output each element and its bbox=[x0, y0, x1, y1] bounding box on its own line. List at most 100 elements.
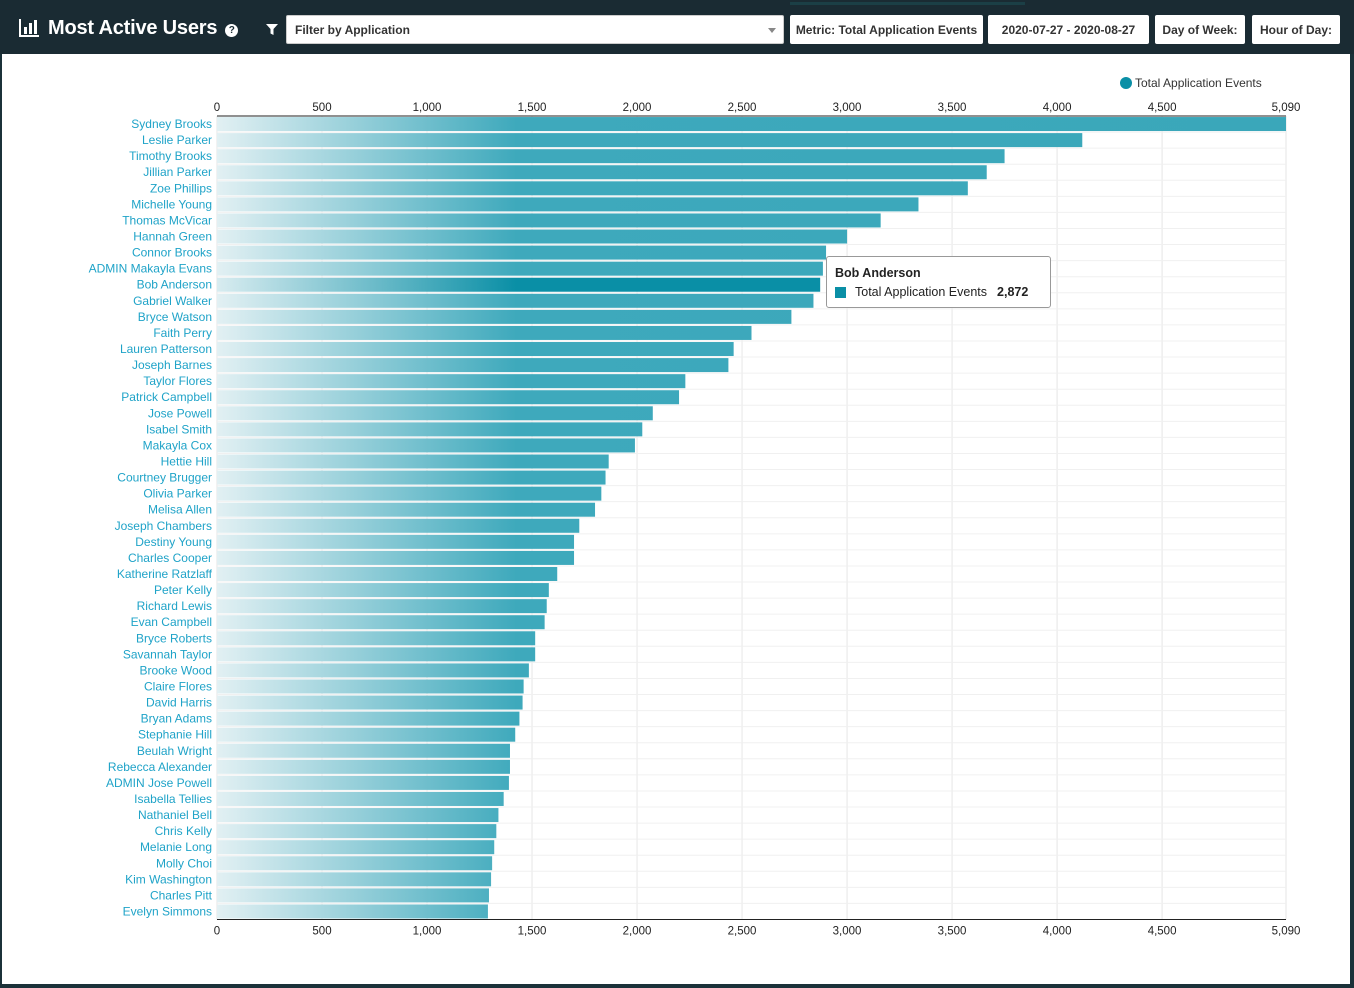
bar-leslie-parker[interactable] bbox=[217, 133, 1083, 148]
bar-hannah-green[interactable] bbox=[217, 229, 848, 244]
bar-beulah-wright[interactable] bbox=[217, 743, 510, 758]
y-category-label[interactable]: Claire Flores bbox=[144, 679, 212, 693]
bar-jillian-parker[interactable] bbox=[217, 165, 987, 180]
metric-button[interactable]: Metric: Total Application Events bbox=[790, 15, 983, 44]
question-circle-icon[interactable]: ? bbox=[225, 23, 239, 37]
bar-charles-pitt[interactable] bbox=[217, 888, 489, 903]
bar-bryce-roberts[interactable] bbox=[217, 631, 536, 646]
y-category-label[interactable]: Katherine Ratzlaff bbox=[117, 567, 213, 581]
y-category-label[interactable]: Bryan Adams bbox=[141, 712, 212, 726]
bar-patrick-campbell[interactable] bbox=[217, 390, 680, 405]
y-category-label[interactable]: Isabella Tellies bbox=[134, 792, 212, 806]
y-category-label[interactable]: Faith Perry bbox=[153, 326, 212, 340]
bar-stephanie-hill[interactable] bbox=[217, 727, 516, 742]
y-category-label[interactable]: Molly Choi bbox=[156, 856, 212, 870]
bar-katherine-ratzlaff[interactable] bbox=[217, 566, 558, 581]
y-category-label[interactable]: Michelle Young bbox=[131, 197, 212, 211]
date-range-button[interactable]: 2020-07-27 - 2020-08-27 bbox=[988, 15, 1149, 44]
y-category-label[interactable]: ADMIN Makayla Evans bbox=[89, 262, 212, 276]
bar-sydney-brooks[interactable] bbox=[217, 117, 1286, 132]
bar-savannah-taylor[interactable] bbox=[217, 647, 536, 662]
y-category-label[interactable]: Sydney Brooks bbox=[131, 117, 212, 131]
bar-taylor-flores[interactable] bbox=[217, 374, 686, 389]
bar-evelyn-simmons[interactable] bbox=[217, 904, 488, 919]
bar-brooke-wood[interactable] bbox=[217, 663, 529, 678]
y-category-label[interactable]: Gabriel Walker bbox=[133, 294, 212, 308]
y-category-label[interactable]: Isabel Smith bbox=[146, 422, 212, 436]
bar-olivia-parker[interactable] bbox=[217, 486, 602, 501]
y-category-label[interactable]: Olivia Parker bbox=[143, 487, 212, 501]
y-category-label[interactable]: Lauren Patterson bbox=[120, 342, 212, 356]
bar-chris-kelly[interactable] bbox=[217, 824, 497, 839]
bar-jose-powell[interactable] bbox=[217, 406, 653, 421]
y-category-label[interactable]: Kim Washington bbox=[125, 872, 212, 886]
y-category-label[interactable]: Hannah Green bbox=[133, 230, 212, 244]
bar-timothy-brooks[interactable] bbox=[217, 149, 1005, 164]
y-category-label[interactable]: Joseph Barnes bbox=[132, 358, 212, 372]
bar-david-harris[interactable] bbox=[217, 695, 523, 710]
bar-admin-makayla-evans[interactable] bbox=[217, 261, 823, 276]
bar-bryce-watson[interactable] bbox=[217, 309, 792, 324]
y-category-label[interactable]: Nathaniel Bell bbox=[138, 808, 212, 822]
bar-molly-choi[interactable] bbox=[217, 856, 493, 871]
bar-evan-campbell[interactable] bbox=[217, 615, 545, 630]
bar-gabriel-walker[interactable] bbox=[217, 293, 814, 308]
bar-kim-washington[interactable] bbox=[217, 872, 492, 887]
y-category-label[interactable]: Stephanie Hill bbox=[138, 728, 212, 742]
y-category-label[interactable]: Thomas McVicar bbox=[122, 213, 212, 227]
bar-richard-lewis[interactable] bbox=[217, 599, 547, 614]
y-category-label[interactable]: ADMIN Jose Powell bbox=[106, 776, 212, 790]
bar-peter-kelly[interactable] bbox=[217, 583, 549, 598]
bar-bryan-adams[interactable] bbox=[217, 711, 520, 726]
y-category-label[interactable]: Makayla Cox bbox=[143, 438, 212, 452]
bar-makayla-cox[interactable] bbox=[217, 438, 635, 453]
bar-thomas-mcvicar[interactable] bbox=[217, 213, 881, 228]
y-category-label[interactable]: Taylor Flores bbox=[143, 374, 212, 388]
y-category-label[interactable]: Courtney Brugger bbox=[117, 471, 212, 485]
bar-connor-brooks[interactable] bbox=[217, 245, 827, 260]
y-category-label[interactable]: Joseph Chambers bbox=[115, 519, 212, 533]
bar-isabel-smith[interactable] bbox=[217, 422, 643, 437]
y-category-label[interactable]: Leslie Parker bbox=[142, 133, 212, 147]
y-category-label[interactable]: Savannah Taylor bbox=[123, 647, 212, 661]
y-category-label[interactable]: Peter Kelly bbox=[154, 583, 212, 597]
y-category-label[interactable]: Jose Powell bbox=[148, 406, 212, 420]
day-of-week-button[interactable]: Day of Week: bbox=[1155, 15, 1245, 44]
y-category-label[interactable]: Charles Pitt bbox=[150, 888, 213, 902]
hour-of-day-button[interactable]: Hour of Day: bbox=[1252, 15, 1340, 44]
bar-melisa-allen[interactable] bbox=[217, 502, 596, 517]
bar-admin-jose-powell[interactable] bbox=[217, 775, 509, 790]
y-category-label[interactable]: Evelyn Simmons bbox=[123, 904, 212, 918]
bar-hettie-hill[interactable] bbox=[217, 454, 609, 469]
y-category-label[interactable]: Connor Brooks bbox=[132, 246, 212, 260]
y-category-label[interactable]: Brooke Wood bbox=[140, 663, 213, 677]
y-category-label[interactable]: Timothy Brooks bbox=[129, 149, 212, 163]
y-category-label[interactable]: Richard Lewis bbox=[137, 599, 212, 613]
bar-charles-cooper[interactable] bbox=[217, 550, 575, 565]
chart-legend[interactable]: Total Application Events bbox=[1120, 76, 1262, 90]
bar-melanie-long[interactable] bbox=[217, 840, 495, 855]
bar-courtney-brugger[interactable] bbox=[217, 470, 606, 485]
y-category-label[interactable]: Melisa Allen bbox=[148, 503, 212, 517]
bar-joseph-barnes[interactable] bbox=[217, 358, 729, 373]
y-category-label[interactable]: Patrick Campbell bbox=[121, 390, 212, 404]
y-category-label[interactable]: David Harris bbox=[146, 696, 212, 710]
y-category-label[interactable]: Hettie Hill bbox=[161, 455, 212, 469]
y-category-label[interactable]: Rebecca Alexander bbox=[108, 760, 212, 774]
bar-nathaniel-bell[interactable] bbox=[217, 808, 499, 823]
bar-zoe-phillips[interactable] bbox=[217, 181, 968, 196]
bar-faith-perry[interactable] bbox=[217, 325, 752, 340]
bar-isabella-tellies[interactable] bbox=[217, 791, 504, 806]
y-category-label[interactable]: Bob Anderson bbox=[137, 278, 212, 292]
y-category-label[interactable]: Evan Campbell bbox=[131, 615, 212, 629]
y-category-label[interactable]: Bryce Roberts bbox=[136, 631, 212, 645]
bar-michelle-young[interactable] bbox=[217, 197, 919, 212]
bar-destiny-young[interactable] bbox=[217, 534, 575, 549]
y-category-label[interactable]: Chris Kelly bbox=[155, 824, 212, 838]
bar-lauren-patterson[interactable] bbox=[217, 342, 734, 357]
y-category-label[interactable]: Bryce Watson bbox=[138, 310, 212, 324]
y-category-label[interactable]: Charles Cooper bbox=[128, 551, 212, 565]
bar-rebecca-alexander[interactable] bbox=[217, 759, 510, 774]
bar-claire-flores[interactable] bbox=[217, 679, 524, 694]
y-category-label[interactable]: Destiny Young bbox=[135, 535, 212, 549]
